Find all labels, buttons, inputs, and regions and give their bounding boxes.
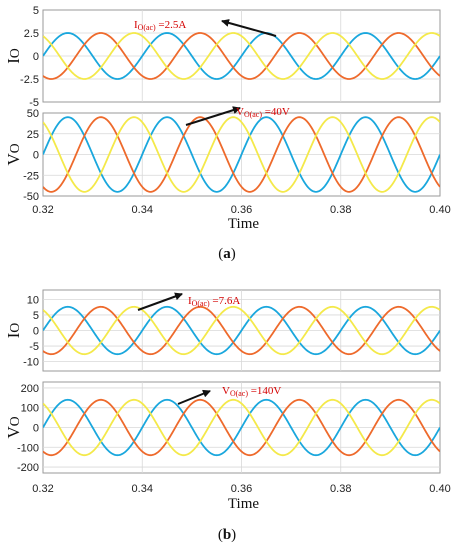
annotation-label: IO(ac) =2.5A bbox=[134, 19, 186, 32]
y-tick-label: 50 bbox=[27, 108, 39, 120]
series-line-1 bbox=[43, 116, 440, 193]
y-tick-label: -50 bbox=[23, 191, 39, 203]
y-tick-label: 25 bbox=[27, 129, 39, 141]
panel-b: 10 5 0 -5 -10 IO IO(ac) =7.6A 200 100 0 -100 -200 VO… bbox=[4, 289, 451, 543]
y-tick-label: -5 bbox=[29, 341, 39, 353]
y-tick-label: 0 bbox=[33, 326, 39, 338]
subplot-b-2: 200 100 0 -100 -200 VO VO(ac) =140V bbox=[4, 381, 441, 474]
annotation-arrow bbox=[221, 19, 277, 37]
y-axis-label: IO bbox=[4, 48, 23, 64]
x-tick-label: 0.36 bbox=[231, 204, 252, 216]
y-axis-label: VO bbox=[4, 143, 23, 165]
subplot-a-2: 50 25 0 -25 -50 VO VO(ac) =40V bbox=[4, 106, 441, 203]
y-tick-label: -100 bbox=[17, 442, 39, 454]
y-tick-label: 100 bbox=[21, 403, 39, 415]
series-line-1 bbox=[43, 32, 440, 80]
series-line-1 bbox=[43, 398, 440, 457]
y-tick-label: -200 bbox=[17, 462, 39, 474]
x-tick-label: 0.32 bbox=[32, 204, 53, 216]
y-tick-label: 0 bbox=[33, 423, 39, 435]
series-line-3 bbox=[43, 305, 440, 356]
series-line-2 bbox=[43, 398, 440, 457]
y-tick-label: -5 bbox=[29, 97, 39, 109]
series-line-3 bbox=[43, 116, 440, 193]
x-axis-label: Time bbox=[228, 216, 259, 232]
panel-a: 5 2.5 0 -2.5 -5 IO IO(ac) =2.5A 50 25 0 -25 -50 VO VO… bbox=[4, 5, 451, 262]
annotation-label: VO(ac) =40V bbox=[236, 106, 290, 119]
series-line-3 bbox=[43, 32, 440, 80]
x-tick-label: 0.34 bbox=[132, 483, 153, 495]
y-tick-label: 0 bbox=[33, 51, 39, 63]
y-tick-label: 10 bbox=[27, 294, 39, 306]
y-tick-label: 2.5 bbox=[24, 28, 39, 40]
y-tick-label: 5 bbox=[33, 5, 39, 17]
y-axis-label: IO bbox=[4, 323, 23, 339]
x-tick-label: 0.40 bbox=[429, 483, 450, 495]
annotation-arrow bbox=[185, 106, 241, 126]
panel-caption: (a) bbox=[218, 246, 236, 262]
series-line-2 bbox=[43, 305, 440, 356]
series-line-3 bbox=[43, 398, 440, 457]
x-tick-label: 0.36 bbox=[231, 483, 252, 495]
annotation-label: IO(ac) =7.6A bbox=[188, 295, 240, 308]
annotation-arrow bbox=[177, 389, 211, 405]
subplot-b-1: 10 5 0 -5 -10 IO IO(ac) =7.6A bbox=[4, 289, 441, 372]
y-tick-label: 5 bbox=[33, 310, 39, 322]
x-tick-label: 0.38 bbox=[330, 483, 351, 495]
annotation-arrow bbox=[137, 292, 183, 311]
x-tick-label: 0.34 bbox=[132, 204, 153, 216]
y-tick-label: 0 bbox=[33, 150, 39, 162]
x-tick-label: 0.32 bbox=[32, 483, 53, 495]
series-line-2 bbox=[43, 116, 440, 193]
y-axis-label: VO bbox=[4, 416, 23, 438]
series-line-1 bbox=[43, 305, 440, 356]
x-axis-label: Time bbox=[228, 496, 259, 512]
y-tick-label: -10 bbox=[23, 357, 39, 369]
y-tick-label: -2.5 bbox=[20, 74, 39, 86]
series-line-2 bbox=[43, 32, 440, 80]
x-tick-label: 0.40 bbox=[429, 204, 450, 216]
annotation-label: VO(ac) =140V bbox=[222, 385, 281, 398]
y-tick-label: -25 bbox=[23, 170, 39, 182]
x-tick-label: 0.38 bbox=[330, 204, 351, 216]
subplot-a-1: 5 2.5 0 -2.5 -5 IO IO(ac) =2.5A bbox=[4, 5, 441, 109]
panel-caption: (b) bbox=[218, 527, 236, 543]
y-tick-label: 200 bbox=[21, 383, 39, 395]
